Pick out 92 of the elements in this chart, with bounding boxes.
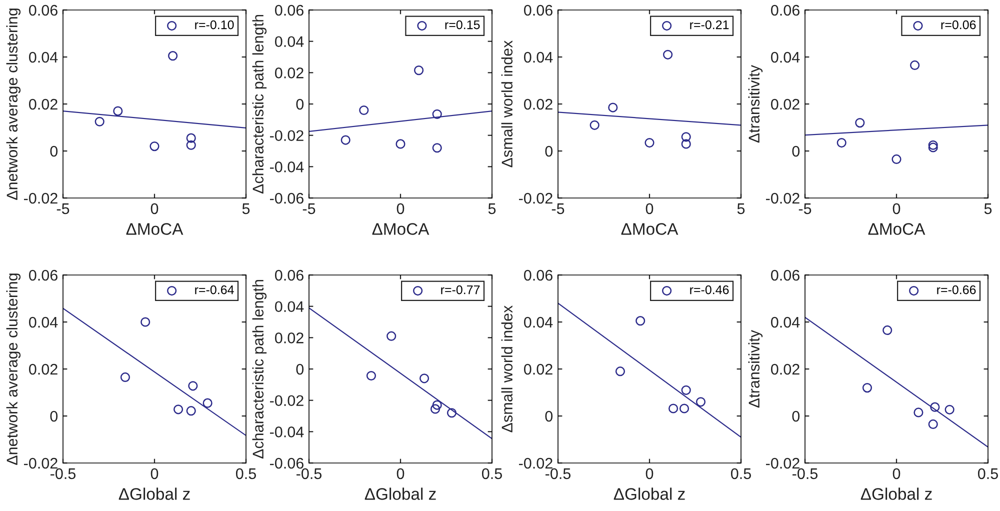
x-tick-label: 0 — [892, 468, 900, 480]
y-axis-title: Δtransitivity — [748, 64, 763, 143]
y-tick-label: 0.02 — [771, 364, 800, 375]
x-tick-label: -5 — [56, 203, 70, 214]
x-tick-label: -0.5 — [792, 468, 818, 480]
x-tick-label: 0 — [396, 468, 404, 480]
y-tick-label: 0.04 — [29, 52, 58, 63]
y-tick-label: 0.06 — [771, 270, 800, 281]
y-axis-title: Δtransitivity — [748, 330, 763, 408]
x-tick-label: 0 — [150, 468, 158, 480]
y-tick-label: 0.06 — [275, 270, 304, 281]
y-tick-label: -0.02 — [766, 192, 800, 204]
y-tick-label: 0 — [296, 98, 304, 110]
y-tick-label: -0.02 — [24, 192, 58, 204]
legend-label: r=-0.21 — [690, 20, 729, 30]
y-tick-label: -0.02 — [270, 130, 304, 142]
y-tick-label: 0 — [50, 146, 58, 157]
x-tick-label: 5 — [242, 203, 250, 214]
y-tick-label: -0.06 — [270, 192, 304, 204]
x-tick-label: 0 — [646, 203, 654, 214]
y-tick-label: 0.02 — [524, 364, 552, 375]
x-tick-label: -0.5 — [50, 468, 76, 480]
y-tick-label: 0.04 — [275, 301, 304, 312]
y-tick-label: 0.04 — [524, 316, 553, 328]
x-axis-title: ΔMoCA — [126, 223, 184, 235]
y-axis-title: Δnetwork average clustering — [6, 274, 21, 465]
y-tick-label: 0.02 — [275, 68, 304, 78]
y-tick-label: 0.06 — [524, 4, 552, 16]
y-tick-label: -0.02 — [519, 458, 552, 469]
y-tick-label: 0.04 — [29, 316, 58, 328]
x-tick-label: 0.5 — [482, 468, 502, 480]
x-tick-label: 0.5 — [978, 468, 998, 480]
y-tick-label: 0.06 — [29, 4, 58, 16]
legend-label: r=-0.77 — [441, 285, 480, 294]
y-tick-label: 0.02 — [29, 364, 58, 375]
y-tick-label: 0 — [545, 410, 553, 422]
y-tick-label: 0.02 — [275, 332, 304, 344]
y-tick-label: -0.02 — [766, 458, 800, 469]
y-tick-label: 0.06 — [771, 4, 800, 16]
x-axis-title: ΔGlobal z — [614, 488, 685, 500]
legend-label: r=-0.10 — [195, 20, 234, 30]
y-tick-label: -0.06 — [270, 458, 304, 469]
x-tick-label: 0.5 — [236, 468, 256, 480]
y-tick-label: -0.04 — [270, 426, 304, 438]
y-tick-label: 0.04 — [771, 316, 800, 328]
y-tick-label: 0 — [50, 410, 58, 422]
y-tick-label: -0.02 — [270, 395, 304, 406]
x-tick-label: 0 — [646, 468, 654, 480]
legend-label: r=0.06 — [941, 20, 976, 30]
y-tick-label: 0.04 — [771, 52, 800, 63]
x-axis-title: ΔGlobal z — [860, 488, 932, 500]
y-tick-label: -0.02 — [24, 458, 58, 469]
x-axis-title: ΔGlobal z — [118, 488, 190, 500]
y-tick-label: -0.02 — [519, 192, 552, 204]
legend-label: r=0.15 — [445, 20, 480, 30]
y-tick-label: 0.06 — [275, 4, 304, 16]
x-tick-label: 0 — [396, 203, 404, 214]
x-tick-label: 0 — [150, 203, 158, 214]
y-tick-label: 0 — [545, 146, 553, 157]
x-tick-label: 5 — [488, 203, 496, 214]
y-axis-title: Δsmall world index — [501, 305, 513, 432]
x-tick-label: 0.5 — [730, 468, 751, 480]
y-tick-label: 0.02 — [771, 98, 800, 110]
y-tick-label: 0 — [296, 364, 304, 375]
y-axis-title: Δnetwork average clustering — [6, 8, 21, 200]
y-tick-label: 0.02 — [524, 98, 552, 110]
x-axis-title: ΔMoCA — [868, 223, 926, 235]
y-tick-label: 0.02 — [29, 98, 58, 110]
x-tick-label: 5 — [984, 203, 992, 214]
x-tick-label: -0.5 — [296, 468, 322, 480]
x-tick-label: -0.5 — [546, 468, 571, 480]
y-tick-label: 0.04 — [275, 36, 304, 48]
x-tick-label: -5 — [798, 203, 812, 214]
x-tick-label: -5 — [552, 203, 564, 214]
legend-label: r=-0.46 — [690, 285, 729, 294]
y-axis-title: Δcharacteristic path length — [252, 280, 267, 459]
x-tick-label: -5 — [302, 203, 316, 214]
y-tick-label: 0.06 — [29, 270, 58, 281]
y-tick-label: 0.06 — [524, 270, 552, 281]
y-axis-title: Δcharacteristic path length — [252, 14, 267, 194]
x-axis-title: ΔMoCA — [621, 223, 678, 235]
x-tick-label: 0 — [892, 203, 900, 214]
y-tick-label: 0.04 — [524, 52, 553, 63]
y-tick-label: -0.04 — [270, 162, 304, 172]
x-axis-title: ΔMoCA — [372, 223, 430, 235]
y-tick-label: 0 — [792, 146, 800, 157]
legend-label: r=-0.64 — [195, 285, 234, 294]
x-tick-label: 5 — [737, 203, 745, 214]
y-axis-title: Δsmall world index — [501, 40, 513, 168]
y-tick-label: 0 — [792, 410, 800, 422]
x-axis-title: ΔGlobal z — [364, 488, 436, 500]
legend-label: r=-0.66 — [937, 285, 976, 294]
